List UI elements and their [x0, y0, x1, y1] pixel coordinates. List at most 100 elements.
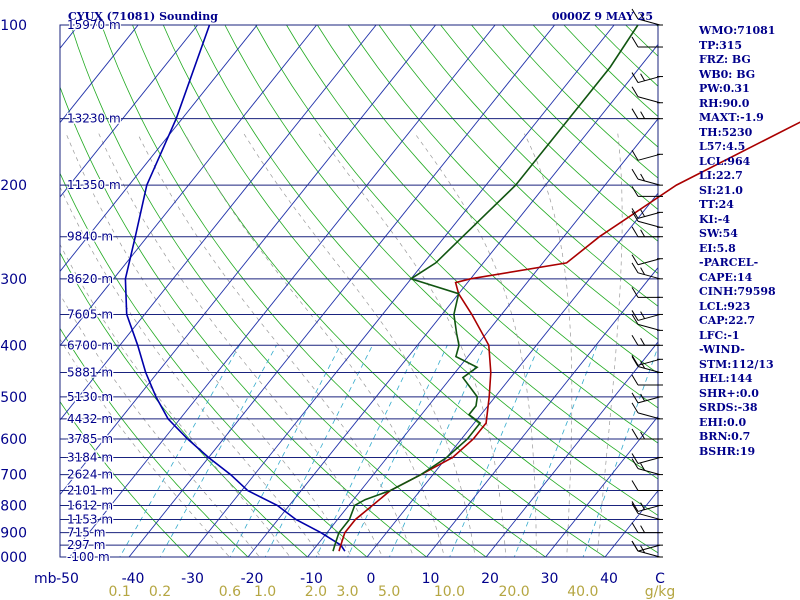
mixing-ratio-tick-label: 1.0 [254, 584, 276, 600]
temperature-tick-label: 20 [481, 571, 499, 587]
dry-adiabat [347, 25, 658, 341]
index-item: LFC:-1 [699, 328, 740, 342]
wind-barb-flag [631, 522, 639, 533]
wind-barb-flag [631, 453, 639, 464]
wind-barb-flag [631, 355, 639, 366]
isotherm [0, 13, 29, 568]
isotherm [485, 341, 658, 557]
wind-barb-staff [637, 512, 661, 520]
mixing-ratio-tick-label: 5.0 [378, 584, 400, 600]
wind-barb [631, 262, 663, 280]
isotherm [60, 25, 437, 496]
wind-barb [631, 540, 663, 558]
temperature-tick-label: 30 [541, 571, 559, 587]
moist-adiabat [98, 133, 383, 557]
pressure-tick-label: 800 [0, 498, 27, 514]
wind-barb [631, 453, 663, 464]
height-label: 2624 m [67, 468, 113, 482]
index-item: EI:5.8 [699, 241, 736, 255]
wind-barb-flag [640, 111, 646, 119]
wind-barb-flag [631, 428, 639, 440]
mixing-ratio-line [315, 345, 420, 557]
wind-barb [631, 226, 663, 238]
index-item: SI:21.0 [699, 183, 743, 197]
dry-adiabat [193, 25, 658, 516]
parcel-trace [124, 24, 346, 552]
mixing-ratio-unit-label: g/kg [645, 584, 676, 600]
wind-barb [631, 522, 663, 534]
wind-barb [631, 458, 663, 476]
wind-barb [631, 392, 663, 404]
wind-barb-staff [637, 220, 661, 228]
isotherm [247, 43, 658, 557]
profile-lines [124, 24, 800, 552]
wind-barb [631, 310, 663, 321]
dry-adiabat [70, 25, 487, 557]
mixing-ratio-line [449, 345, 540, 557]
isotherm [425, 266, 658, 557]
dry-adiabat [60, 86, 428, 557]
wind-barb [631, 72, 663, 84]
isotherm [60, 25, 377, 421]
pressure-tick-label: 900 [0, 526, 27, 542]
wind-barb-flag [640, 229, 646, 237]
wind-barb-staff [637, 366, 661, 373]
dry-adiabat [162, 25, 658, 554]
pressure-tick-label: 700 [0, 468, 27, 484]
mixing-ratio-tick-label: 20.0 [499, 584, 530, 600]
mixing-ratio-line [119, 345, 240, 557]
dry-adiabat [60, 400, 190, 557]
height-label: 8620 m [67, 272, 113, 286]
height-label: 4432 m [67, 412, 113, 426]
wind-barb [631, 355, 663, 366]
height-label: 3184 m [67, 450, 113, 464]
wind-barb-flag [631, 503, 639, 514]
mixing-ratio-line [388, 345, 486, 557]
mixing-ratio-tick-label: 0.6 [219, 584, 241, 600]
height-label: 9840 m [67, 230, 113, 244]
wind-barb-staff [637, 358, 661, 366]
index-item: BSHR:19 [699, 444, 756, 458]
pressure-tick-label: 600 [0, 432, 27, 448]
wind-barb-flag [640, 267, 646, 275]
wind-barb-staff [637, 76, 661, 84]
height-label: 297 m [67, 538, 105, 552]
wind-barb-staff [637, 456, 661, 464]
wind-barb-flag [631, 374, 639, 386]
dry-adiabat [378, 25, 658, 307]
wind-barb-staff [637, 153, 661, 161]
height-label: 715 m [67, 526, 105, 540]
height-label: 5130 m [67, 390, 113, 404]
height-label: 6700 m [67, 338, 113, 352]
wind-barb-flag [631, 108, 639, 119]
mixing-ratio-tick-label: 10.0 [434, 584, 465, 600]
wind-barb [631, 8, 663, 26]
height-label: -100 m [67, 550, 110, 564]
stability-indices: WMO:71081 TP:315 FRZ: BG WB0: BG PW:0.31 RH:9… [699, 24, 776, 459]
wind-barb-flag [640, 393, 646, 402]
height-label: 3785 m [67, 432, 113, 446]
temperature-tick-label: 10 [422, 571, 440, 587]
index-item: -PARCEL- [699, 256, 759, 269]
wind-barb-flag [640, 431, 646, 440]
wind-barb-staff [637, 468, 661, 476]
wind-barb-staff [637, 323, 661, 331]
height-label: 5881 m [67, 366, 113, 380]
temperature-tick-label: -30 [181, 571, 204, 587]
wind-barb-staff [637, 272, 661, 280]
plot-frame [59, 24, 659, 558]
height-label: 7605 m [67, 307, 113, 321]
pressure-tick-label: 200 [0, 178, 27, 194]
mixing-ratio-line [513, 345, 598, 557]
isotherm [60, 25, 139, 124]
background-grid [0, 13, 659, 568]
isotherm [544, 415, 658, 557]
wind-barb-flag [631, 501, 639, 512]
mixing-ratio-tick-label: 0.1 [108, 584, 130, 600]
index-item: LI:22.7 [699, 169, 743, 182]
moist-adiabat [60, 338, 230, 557]
mixing-ratio-tick-label: 2.0 [305, 584, 327, 600]
wind-barb-staff [637, 412, 661, 420]
index-item: PW:0.31 [699, 82, 750, 95]
mixing-ratio-line [229, 345, 341, 557]
